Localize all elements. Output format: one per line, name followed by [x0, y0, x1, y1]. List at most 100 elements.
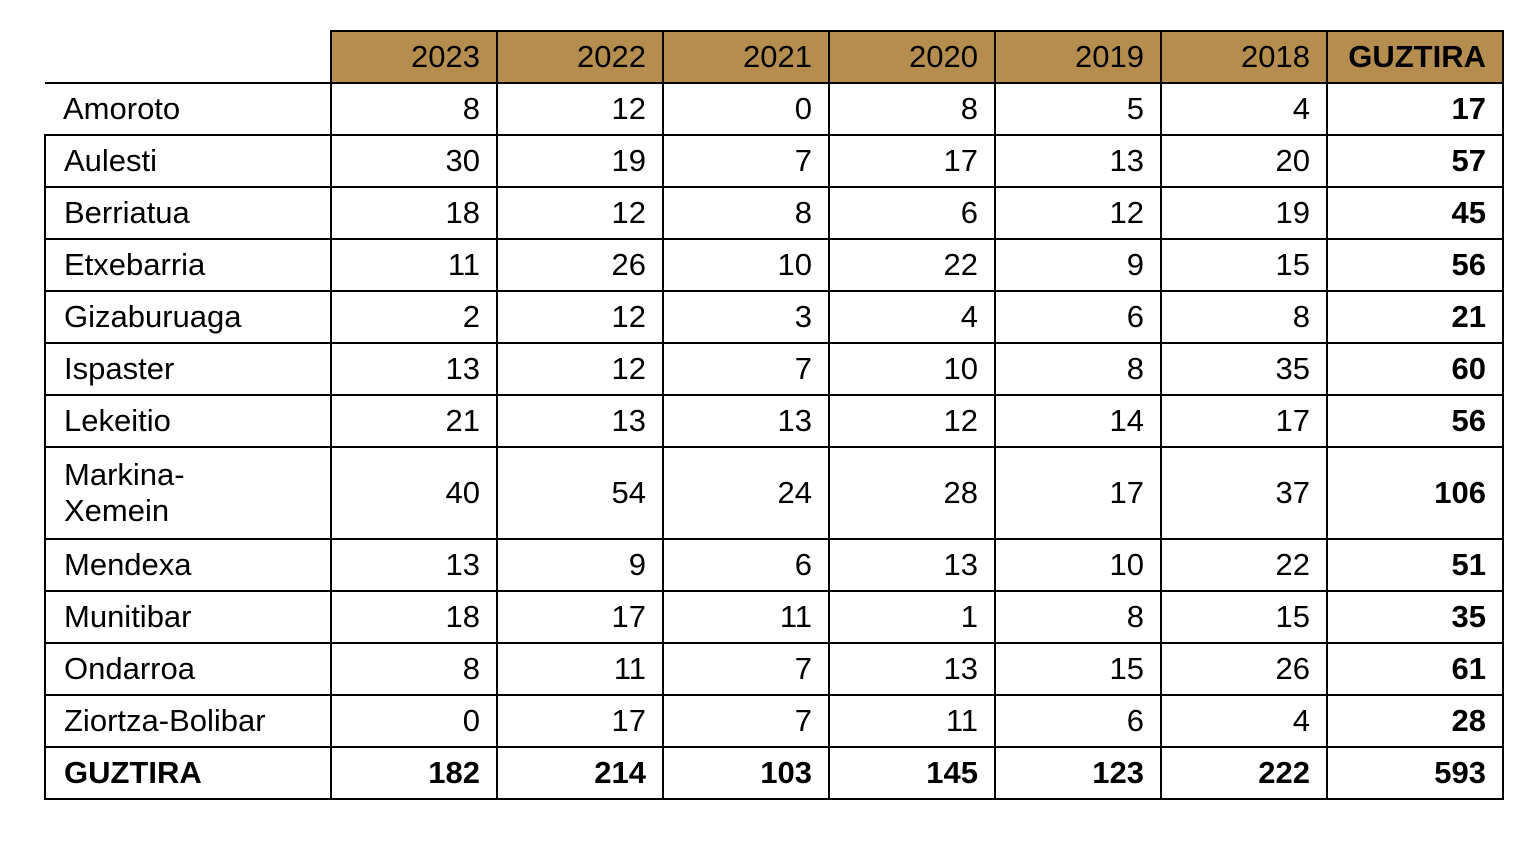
row-label: Amoroto	[45, 82, 332, 136]
value-cell: 12	[828, 394, 996, 448]
value-cell: 26	[496, 238, 664, 292]
value-cell: 9	[496, 538, 664, 592]
row-label: Munitibar	[44, 590, 332, 644]
row-label: Mendexa	[44, 538, 332, 592]
table-row: Aulesti 30 19 7 17 13 20 57	[44, 134, 1504, 188]
value-cell: 22	[1160, 538, 1328, 592]
value-cell: 17	[994, 446, 1162, 540]
value-cell: 2	[330, 290, 498, 344]
value-cell: 13	[994, 134, 1162, 188]
total-cell: 222	[1160, 746, 1328, 800]
value-cell: 17	[496, 590, 664, 644]
row-total-cell: 57	[1326, 134, 1504, 188]
value-cell: 9	[994, 238, 1162, 292]
value-cell: 35	[1160, 342, 1328, 396]
value-cell: 13	[330, 342, 498, 396]
value-cell: 7	[662, 642, 830, 696]
value-cell: 7	[662, 134, 830, 188]
value-cell: 11	[662, 590, 830, 644]
row-total-cell: 35	[1326, 590, 1504, 644]
table-row: Ziortza-Bolibar 0 17 7 11 6 4 28	[44, 694, 1504, 748]
value-cell: 11	[496, 642, 664, 696]
value-cell: 6	[662, 538, 830, 592]
value-cell: 13	[828, 642, 996, 696]
value-cell: 12	[496, 82, 664, 136]
value-cell: 8	[330, 642, 498, 696]
value-cell: 8	[330, 82, 498, 136]
table-body: Amoroto 8 12 0 8 5 4 17 Aulesti 30 19 7 17 13 20 57 Berr…	[44, 82, 1504, 748]
value-cell: 4	[1160, 82, 1328, 136]
value-cell: 54	[496, 446, 664, 540]
value-cell: 15	[994, 642, 1162, 696]
total-cell: 214	[496, 746, 664, 800]
value-cell: 26	[1160, 642, 1328, 696]
value-cell: 11	[330, 238, 498, 292]
value-cell: 18	[330, 186, 498, 240]
row-total-cell: 28	[1326, 694, 1504, 748]
value-cell: 8	[662, 186, 830, 240]
total-cell: 182	[330, 746, 498, 800]
value-cell: 21	[330, 394, 498, 448]
header-corner-cell	[45, 31, 332, 83]
value-cell: 14	[994, 394, 1162, 448]
total-row: GUZTIRA 182 214 103 145 123 222 593	[44, 746, 1504, 800]
row-total-cell: 56	[1326, 238, 1504, 292]
column-header-total: GUZTIRA	[1326, 30, 1504, 84]
grand-total-cell: 593	[1326, 746, 1504, 800]
row-total-cell: 61	[1326, 642, 1504, 696]
value-cell: 17	[1160, 394, 1328, 448]
table-row: Mendexa 13 9 6 13 10 22 51	[44, 538, 1504, 592]
column-header-2021: 2021	[662, 30, 830, 84]
row-total-cell: 56	[1326, 394, 1504, 448]
value-cell: 6	[994, 694, 1162, 748]
value-cell: 13	[662, 394, 830, 448]
value-cell: 19	[1160, 186, 1328, 240]
table-row: Markina- Xemein 40 54 24 28 17 37 106	[44, 446, 1504, 540]
table-row: Gizaburuaga 2 12 3 4 6 8 21	[44, 290, 1504, 344]
value-cell: 10	[828, 342, 996, 396]
value-cell: 10	[662, 238, 830, 292]
table-row: Berriatua 18 12 8 6 12 19 45	[44, 186, 1504, 240]
value-cell: 12	[496, 342, 664, 396]
table-row: Munitibar 18 17 11 1 8 15 35	[44, 590, 1504, 644]
value-cell: 15	[1160, 238, 1328, 292]
value-cell: 11	[828, 694, 996, 748]
value-cell: 17	[828, 134, 996, 188]
column-header-2022: 2022	[496, 30, 664, 84]
value-cell: 18	[330, 590, 498, 644]
value-cell: 1	[828, 590, 996, 644]
value-cell: 8	[1160, 290, 1328, 344]
column-header-2019: 2019	[994, 30, 1162, 84]
data-table: 2023 2022 2021 2020 2019 2018 GUZTIRA Am…	[44, 30, 1504, 800]
total-row-label: GUZTIRA	[44, 746, 332, 800]
value-cell: 3	[662, 290, 830, 344]
value-cell: 8	[994, 342, 1162, 396]
value-cell: 6	[828, 186, 996, 240]
value-cell: 6	[994, 290, 1162, 344]
row-total-cell: 60	[1326, 342, 1504, 396]
total-cell: 123	[994, 746, 1162, 800]
value-cell: 0	[662, 82, 830, 136]
value-cell: 28	[828, 446, 996, 540]
value-cell: 13	[828, 538, 996, 592]
data-table-container: 2023 2022 2021 2020 2019 2018 GUZTIRA Am…	[44, 30, 1504, 800]
row-label: Ispaster	[44, 342, 332, 396]
row-label: Berriatua	[44, 186, 332, 240]
row-label: Lekeitio	[44, 394, 332, 448]
value-cell: 19	[496, 134, 664, 188]
value-cell: 0	[330, 694, 498, 748]
value-cell: 17	[496, 694, 664, 748]
table-row: Ondarroa 8 11 7 13 15 26 61	[44, 642, 1504, 696]
row-label: Ondarroa	[44, 642, 332, 696]
row-label: Markina- Xemein	[44, 446, 332, 540]
value-cell: 24	[662, 446, 830, 540]
row-total-cell: 51	[1326, 538, 1504, 592]
column-header-2018: 2018	[1160, 30, 1328, 84]
value-cell: 8	[994, 590, 1162, 644]
value-cell: 37	[1160, 446, 1328, 540]
value-cell: 13	[330, 538, 498, 592]
value-cell: 30	[330, 134, 498, 188]
table-row: Lekeitio 21 13 13 12 14 17 56	[44, 394, 1504, 448]
value-cell: 12	[994, 186, 1162, 240]
value-cell: 15	[1160, 590, 1328, 644]
